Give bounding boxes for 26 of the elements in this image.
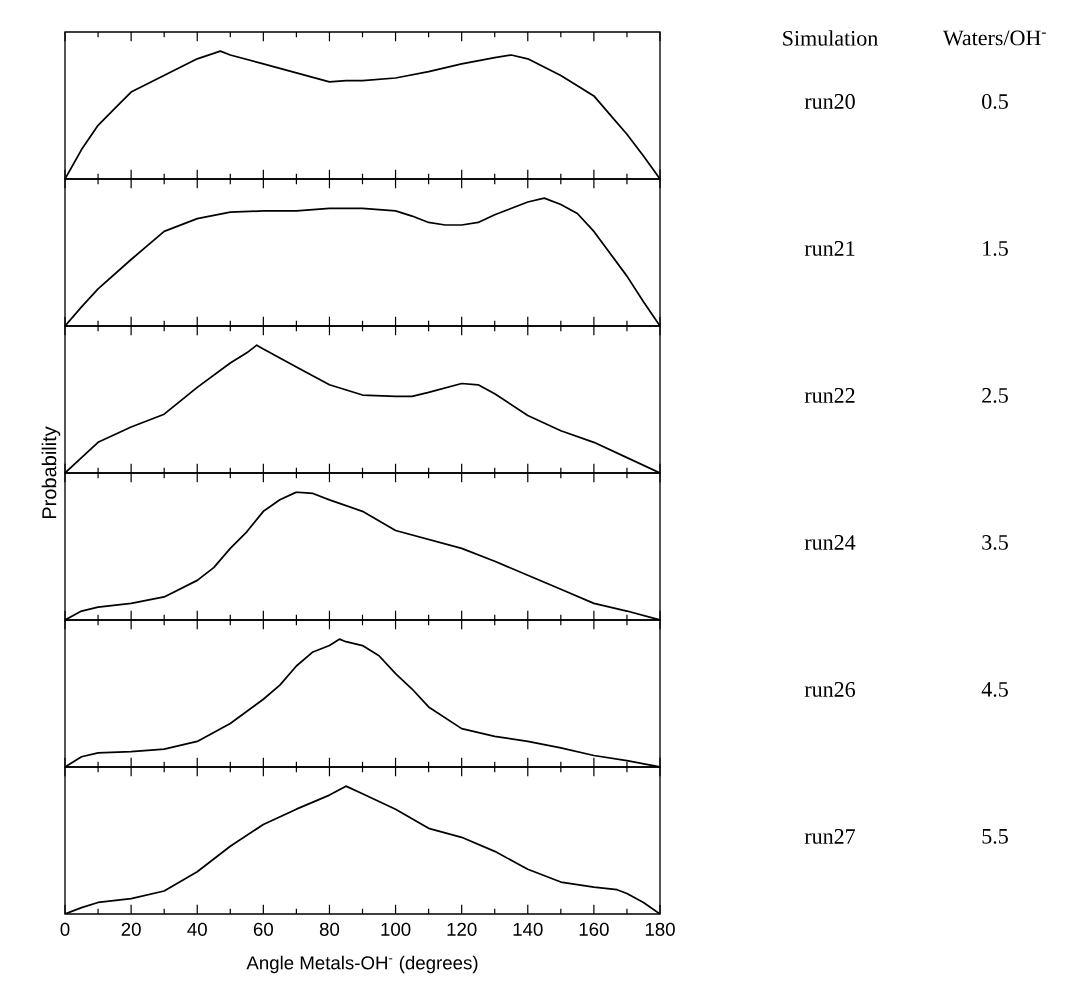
x-tick-label: 120 [447, 922, 477, 936]
x-tick-label: 100 [381, 922, 411, 936]
text: run20 [804, 94, 855, 109]
text: run24 [804, 535, 856, 550]
text: 0.5 [982, 94, 1008, 109]
y-axis-title: Probability [41, 426, 61, 519]
x-tick-label: 80 [319, 922, 340, 936]
text: 4.5 [981, 682, 1008, 697]
text: run21 [804, 241, 855, 256]
x-tick-label: 140 [513, 922, 543, 936]
text: Waters/OH$^{-}$ [942, 30, 1046, 46]
text: 5.5 [982, 829, 1008, 844]
text: run22 [804, 388, 855, 403]
x-tick-label: 160 [579, 922, 609, 936]
text: 3.5 [982, 535, 1008, 550]
text: 2.5 [982, 388, 1008, 403]
text: run26 [804, 682, 856, 697]
x-tick-label: 180 [645, 922, 675, 936]
x-tick-label: 60 [253, 922, 273, 936]
x-axis-title: Angle Metals-OH$^{-}$ (degrees) [246, 955, 478, 974]
x-tick-label: 0 [60, 922, 70, 936]
x-tick-label: 20 [121, 922, 141, 936]
text: 1.5 [983, 241, 1008, 256]
text: Simulation [783, 30, 878, 46]
text: run27 [804, 829, 856, 844]
x-tick-label: 40 [187, 922, 207, 936]
